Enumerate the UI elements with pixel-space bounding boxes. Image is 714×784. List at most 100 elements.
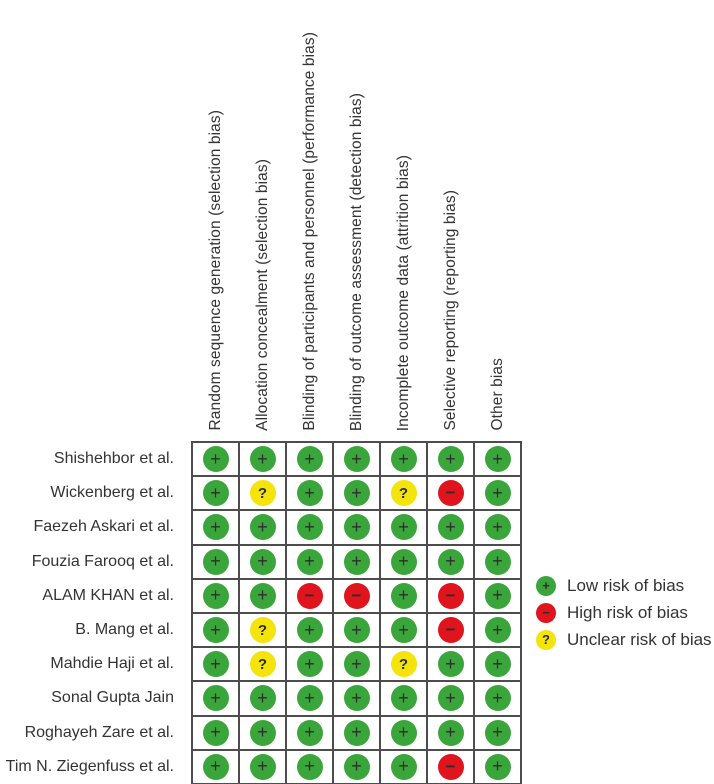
- rating-cell: +: [334, 750, 379, 783]
- column-header-label: Random sequence generation (selection bi…: [206, 110, 224, 431]
- legend-label: High risk of bias: [567, 602, 688, 622]
- low-risk-icon: +: [437, 514, 464, 541]
- study-label: Mahdie Haji et al.: [50, 655, 174, 673]
- low-risk-icon: +: [484, 617, 511, 644]
- high-risk-icon: −: [536, 602, 556, 623]
- rating-cell: +: [193, 443, 238, 476]
- low-risk-icon: +: [249, 685, 276, 712]
- rating-cell: +: [193, 682, 238, 715]
- high-risk-icon: −: [437, 753, 464, 780]
- rating-cell: +: [475, 443, 520, 476]
- rating-cell: +: [193, 750, 238, 783]
- rating-cell: +: [193, 716, 238, 749]
- low-risk-icon: +: [484, 548, 511, 575]
- low-risk-icon: +: [296, 685, 323, 712]
- rating-cell: +: [475, 511, 520, 544]
- low-risk-icon: +: [390, 548, 417, 575]
- rating-cell: +: [381, 750, 426, 783]
- low-risk-icon: +: [390, 753, 417, 780]
- legend-item: + Low risk of bias: [536, 572, 712, 599]
- rating-cell: +: [475, 477, 520, 510]
- rating-cell: +: [334, 648, 379, 681]
- study-label: Wickenberg et al.: [50, 484, 174, 502]
- unclear-risk-icon: ?: [249, 617, 276, 644]
- rating-cell: +: [240, 716, 285, 749]
- legend-item: ? Unclear risk of bias: [536, 626, 712, 653]
- rating-cell: +: [428, 682, 473, 715]
- rating-cell: +: [240, 511, 285, 544]
- rating-cell: ?: [240, 477, 285, 510]
- rating-cell: +: [428, 648, 473, 681]
- rating-cell: ?: [240, 648, 285, 681]
- study-label: B. Mang et al.: [75, 621, 174, 639]
- study-label: Roghayeh Zare et al.: [24, 723, 174, 741]
- low-risk-icon: +: [343, 719, 370, 746]
- rating-cell: +: [287, 648, 332, 681]
- low-risk-icon: +: [437, 548, 464, 575]
- low-risk-icon: +: [202, 480, 229, 507]
- rating-cell: +: [475, 750, 520, 783]
- low-risk-icon: +: [343, 446, 370, 473]
- rating-cell: −: [428, 579, 473, 612]
- low-risk-icon: +: [390, 446, 417, 473]
- low-risk-icon: +: [343, 514, 370, 541]
- rating-cell: +: [334, 613, 379, 647]
- column-header: Allocation concealment (selection bias): [240, 159, 285, 431]
- column-header: Other bias: [475, 358, 520, 431]
- low-risk-icon: +: [343, 617, 370, 644]
- low-risk-icon: +: [202, 582, 229, 609]
- high-risk-icon: −: [437, 480, 464, 507]
- low-risk-icon: +: [484, 753, 511, 780]
- low-risk-icon: +: [390, 582, 417, 609]
- low-risk-icon: +: [202, 719, 229, 746]
- low-risk-icon: +: [484, 446, 511, 473]
- rating-cell: +: [334, 477, 379, 510]
- rating-cell: ?: [381, 477, 426, 510]
- rating-cell: −: [334, 579, 379, 612]
- rating-cell: +: [193, 579, 238, 612]
- rating-cell: +: [193, 648, 238, 681]
- rating-cell: +: [240, 443, 285, 476]
- low-risk-icon: +: [343, 480, 370, 507]
- low-risk-icon: +: [484, 685, 511, 712]
- low-risk-icon: +: [437, 685, 464, 712]
- low-risk-icon: +: [437, 446, 464, 473]
- rating-cell: +: [475, 716, 520, 749]
- column-header-label: Other bias: [488, 358, 506, 431]
- low-risk-icon: +: [202, 685, 229, 712]
- rating-cell: +: [428, 716, 473, 749]
- rating-cell: +: [240, 682, 285, 715]
- rating-cell: −: [428, 613, 473, 647]
- high-risk-icon: −: [437, 617, 464, 644]
- rating-cell: +: [287, 477, 332, 510]
- low-risk-icon: +: [249, 548, 276, 575]
- rating-cell: +: [287, 682, 332, 715]
- column-header-label: Blinding of outcome assessment (detectio…: [347, 92, 365, 431]
- low-risk-icon: +: [484, 480, 511, 507]
- low-risk-icon: +: [390, 514, 417, 541]
- rating-cell: ?: [381, 648, 426, 681]
- rating-cell: +: [475, 545, 520, 578]
- low-risk-icon: +: [343, 651, 370, 678]
- low-risk-icon: +: [296, 719, 323, 746]
- unclear-risk-icon: ?: [249, 480, 276, 507]
- study-label: Faezeh Askari et al.: [33, 518, 174, 536]
- low-risk-icon: +: [390, 719, 417, 746]
- study-label: Tim N. Ziegenfuss et al.: [5, 757, 174, 775]
- low-risk-icon: +: [484, 582, 511, 609]
- low-risk-icon: +: [296, 446, 323, 473]
- rating-cell: +: [334, 443, 379, 476]
- low-risk-icon: +: [249, 582, 276, 609]
- low-risk-icon: +: [202, 446, 229, 473]
- rating-cell: +: [193, 545, 238, 578]
- low-risk-icon: +: [249, 514, 276, 541]
- rating-cell: +: [193, 511, 238, 544]
- rating-cell: +: [240, 750, 285, 783]
- rating-cell: +: [287, 511, 332, 544]
- column-header-label: Blinding of participants and personnel (…: [300, 32, 318, 431]
- rating-cell: +: [381, 716, 426, 749]
- high-risk-icon: −: [296, 582, 323, 609]
- low-risk-icon: +: [202, 753, 229, 780]
- rating-cell: +: [287, 613, 332, 647]
